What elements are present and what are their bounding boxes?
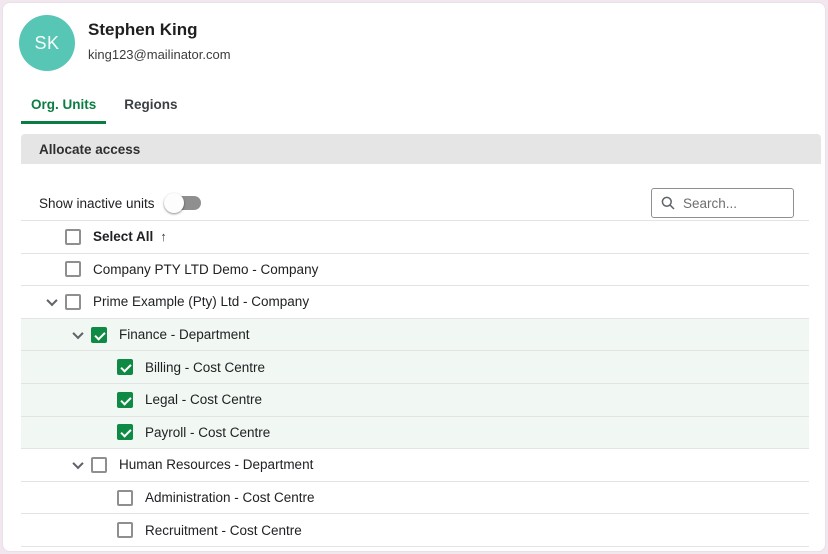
controls-row: Show inactive units — [21, 188, 821, 218]
chevron-slot — [91, 392, 117, 408]
row-checkbox[interactable] — [65, 293, 81, 310]
search-icon — [661, 196, 675, 210]
tab-org-units[interactable]: Org. Units — [21, 97, 107, 124]
row-label: Company PTY LTD Demo - Company — [93, 261, 319, 277]
chevron-slot — [39, 229, 65, 245]
panel-header: Allocate access — [21, 134, 821, 164]
row-checkbox[interactable] — [91, 326, 107, 343]
chevron-slot — [65, 327, 91, 343]
row-checkbox[interactable] — [117, 424, 133, 441]
chevron-down-icon[interactable] — [46, 294, 58, 307]
row-label: Finance - Department — [119, 327, 250, 343]
show-inactive-group: Show inactive units — [39, 193, 202, 213]
row-label: Billing - Cost Centre — [145, 359, 266, 375]
show-inactive-label: Show inactive units — [39, 195, 155, 211]
chevron-slot — [91, 490, 117, 506]
search-input[interactable] — [675, 189, 793, 217]
row-checkbox[interactable] — [117, 489, 133, 506]
tree-row: Payroll - Cost Centre — [21, 416, 809, 450]
chevron-slot — [39, 261, 65, 277]
tree-row: Company PTY LTD Demo - Company — [21, 253, 809, 287]
panel-title: Allocate access — [39, 141, 141, 157]
row-checkbox[interactable] — [117, 522, 133, 539]
chevron-slot — [65, 457, 91, 473]
row-checkbox[interactable] — [65, 261, 81, 278]
chevron-slot — [91, 359, 117, 375]
tree-row: Select All ↑ — [21, 221, 809, 254]
tree-row: Legal - Cost Centre — [21, 383, 809, 417]
sort-ascending-icon[interactable]: ↑ — [160, 229, 167, 245]
row-checkbox[interactable] — [117, 359, 133, 376]
row-checkbox[interactable] — [91, 456, 107, 473]
avatar: SK — [19, 15, 75, 71]
row-label: Prime Example (Pty) Ltd - Company — [93, 294, 310, 310]
search-box — [651, 188, 794, 218]
chevron-down-icon[interactable] — [72, 327, 84, 339]
row-label: Legal - Cost Centre — [145, 392, 263, 408]
tree-row: Billing - Cost Centre — [21, 351, 809, 384]
allocate-access-panel: Allocate access Show inactive units — [21, 134, 821, 547]
user-header: SK Stephen King king123@mailinator.com — [3, 3, 825, 71]
user-meta: Stephen King king123@mailinator.com — [88, 15, 231, 62]
user-name: Stephen King — [88, 20, 198, 39]
show-inactive-toggle[interactable] — [163, 193, 202, 213]
tree-row: Finance - Department — [21, 318, 809, 352]
toggle-knob — [163, 193, 184, 213]
user-email: king123@mailinator.com — [88, 47, 231, 62]
tab-regions[interactable]: Regions — [124, 97, 178, 112]
row-label: Human Resources - Department — [119, 457, 314, 473]
row-checkbox[interactable] — [117, 391, 133, 408]
row-label: Administration - Cost Centre — [145, 490, 315, 506]
chevron-slot — [91, 522, 117, 538]
chevron-slot — [39, 294, 65, 310]
row-checkbox[interactable] — [65, 228, 81, 245]
tree-row: Prime Example (Pty) Ltd - Company — [21, 286, 809, 319]
tree-row: Recruitment - Cost Centre — [21, 514, 809, 547]
tree-row: Administration - Cost Centre — [21, 481, 809, 515]
tree-rows: Select All ↑ Company PTY LTD Demo - Comp… — [21, 220, 809, 547]
row-label: Recruitment - Cost Centre — [145, 522, 302, 538]
row-label: Payroll - Cost Centre — [145, 424, 271, 440]
row-label: Select All — [93, 229, 154, 245]
tab-bar: Org. Units Regions — [21, 97, 825, 124]
chevron-slot — [91, 424, 117, 440]
tree-row: Human Resources - Department — [21, 449, 809, 482]
chevron-down-icon[interactable] — [72, 457, 84, 470]
